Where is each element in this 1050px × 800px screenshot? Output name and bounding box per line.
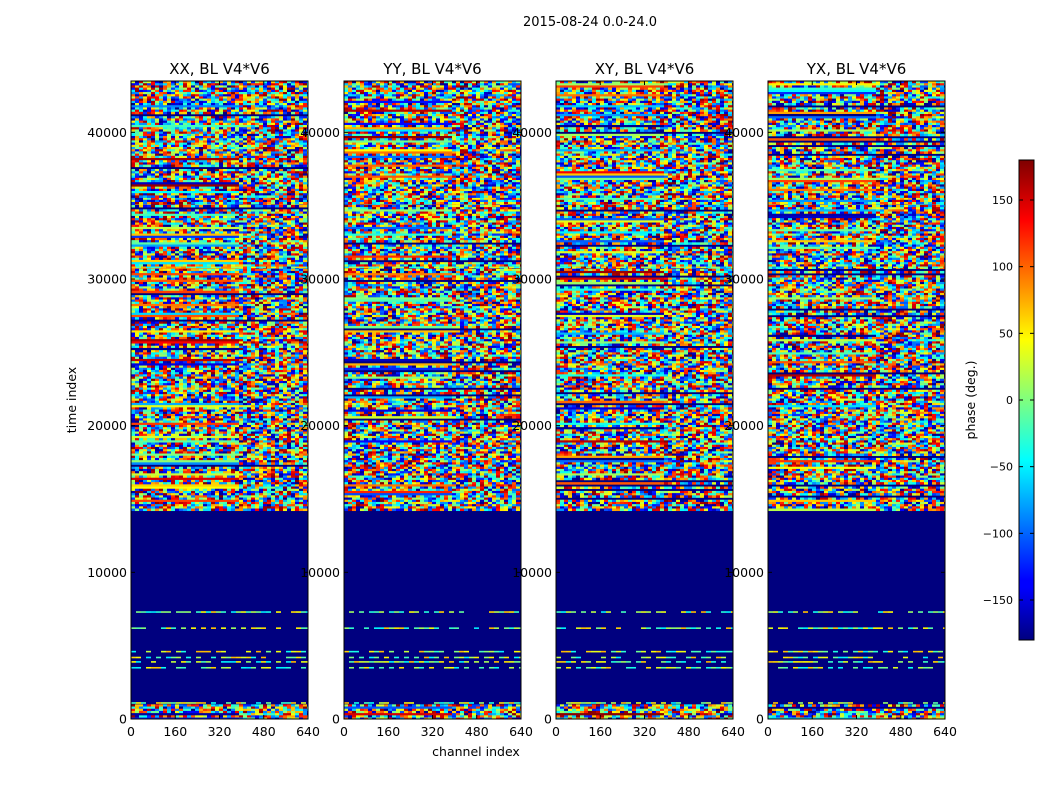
colorbar-tick-label: 150	[992, 194, 1013, 207]
y-axis-label: time index	[64, 367, 79, 433]
x-tick-label: 0	[127, 724, 135, 739]
y-tick-label: 10000	[724, 565, 764, 580]
y-tick-label: 0	[119, 712, 127, 727]
x-tick-label: 0	[340, 724, 348, 739]
x-tick-label: 640	[933, 724, 957, 739]
colorbar-ticks: −150 −100 −50 0 50 100 150	[983, 194, 1034, 607]
x-tick-label: 0	[552, 724, 560, 739]
y-tick-label: 40000	[724, 125, 764, 140]
x-axis-label: channel index	[432, 744, 520, 759]
y-tick-label: 40000	[300, 125, 340, 140]
y-tick-label: 30000	[300, 272, 340, 287]
y-tick-label: 40000	[512, 125, 552, 140]
x-tick-label: 320	[208, 724, 232, 739]
x-tick-label: 640	[296, 724, 320, 739]
x-tick-label: 480	[252, 724, 276, 739]
x-tick-label: 160	[588, 724, 612, 739]
y-tick-label: 30000	[87, 272, 127, 287]
y-tick-label: 0	[332, 712, 340, 727]
y-tick-label: 40000	[87, 125, 127, 140]
panel-title: XX, BL V4*V6	[169, 60, 270, 78]
colorbar-tick-label: 0	[1006, 394, 1013, 407]
y-tick-label: 0	[756, 712, 764, 727]
y-tick-label: 10000	[512, 565, 552, 580]
x-tick-label: 160	[163, 724, 187, 739]
colorbar-tick-label: −50	[990, 461, 1013, 474]
y-tick-label: 20000	[300, 418, 340, 433]
panel-xx: XX, BL V4*V6 0 160 320 480 640 0 10000 20000 3000…	[87, 60, 320, 739]
panel-title: YX, BL V4*V6	[806, 60, 907, 78]
x-tick-label: 480	[677, 724, 701, 739]
colorbar-label: phase (deg.)	[963, 361, 978, 440]
y-tick-label: 30000	[512, 272, 552, 287]
x-tick-label: 160	[376, 724, 400, 739]
heatmap-image	[768, 81, 945, 719]
colorbar-tick-label: 100	[992, 261, 1013, 274]
heatmap-image	[556, 81, 733, 719]
x-tick-label: 320	[421, 724, 445, 739]
x-tick-label: 640	[509, 724, 533, 739]
y-tick-label: 20000	[512, 418, 552, 433]
x-tick-label: 640	[721, 724, 745, 739]
heatmap-image	[131, 81, 308, 719]
x-tick-label: 160	[800, 724, 824, 739]
x-tick-label: 480	[465, 724, 489, 739]
x-tick-label: 0	[764, 724, 772, 739]
y-tick-label: 30000	[724, 272, 764, 287]
x-tick-label: 320	[633, 724, 657, 739]
colorbar-tick-label: −150	[983, 594, 1013, 607]
panel-xy: XY, BL V4*V6 0 160 320 480 640 0 10000 20000 3000…	[512, 60, 745, 739]
panel-yy: YY, BL V4*V6 0 160 320 480 640 0 10000 20000 3000…	[300, 60, 533, 739]
colorbar: −150 −100 −50 0 50 100 150 phase (deg.)	[963, 159, 1035, 641]
x-tick-label: 320	[845, 724, 869, 739]
panels-group: XX, BL V4*V6 0 160 320 480 640 0 10000 20000 3000…	[87, 60, 957, 739]
y-tick-label: 10000	[300, 565, 340, 580]
y-tick-label: 0	[544, 712, 552, 727]
y-tick-label: 20000	[87, 418, 127, 433]
colorbar-tick-label: −100	[983, 527, 1013, 540]
panel-yx: YX, BL V4*V6 0 160 320 480 640 0 10000 20000 3000…	[724, 60, 957, 739]
panel-title: XY, BL V4*V6	[595, 60, 695, 78]
y-tick-label: 20000	[724, 418, 764, 433]
figure-title: 2015-08-24 0.0-24.0	[523, 15, 657, 30]
x-tick-label: 480	[889, 724, 913, 739]
panel-title: YY, BL V4*V6	[382, 60, 481, 78]
heatmap-image	[344, 81, 521, 719]
y-tick-label: 10000	[87, 565, 127, 580]
colorbar-tick-label: 50	[999, 327, 1013, 340]
